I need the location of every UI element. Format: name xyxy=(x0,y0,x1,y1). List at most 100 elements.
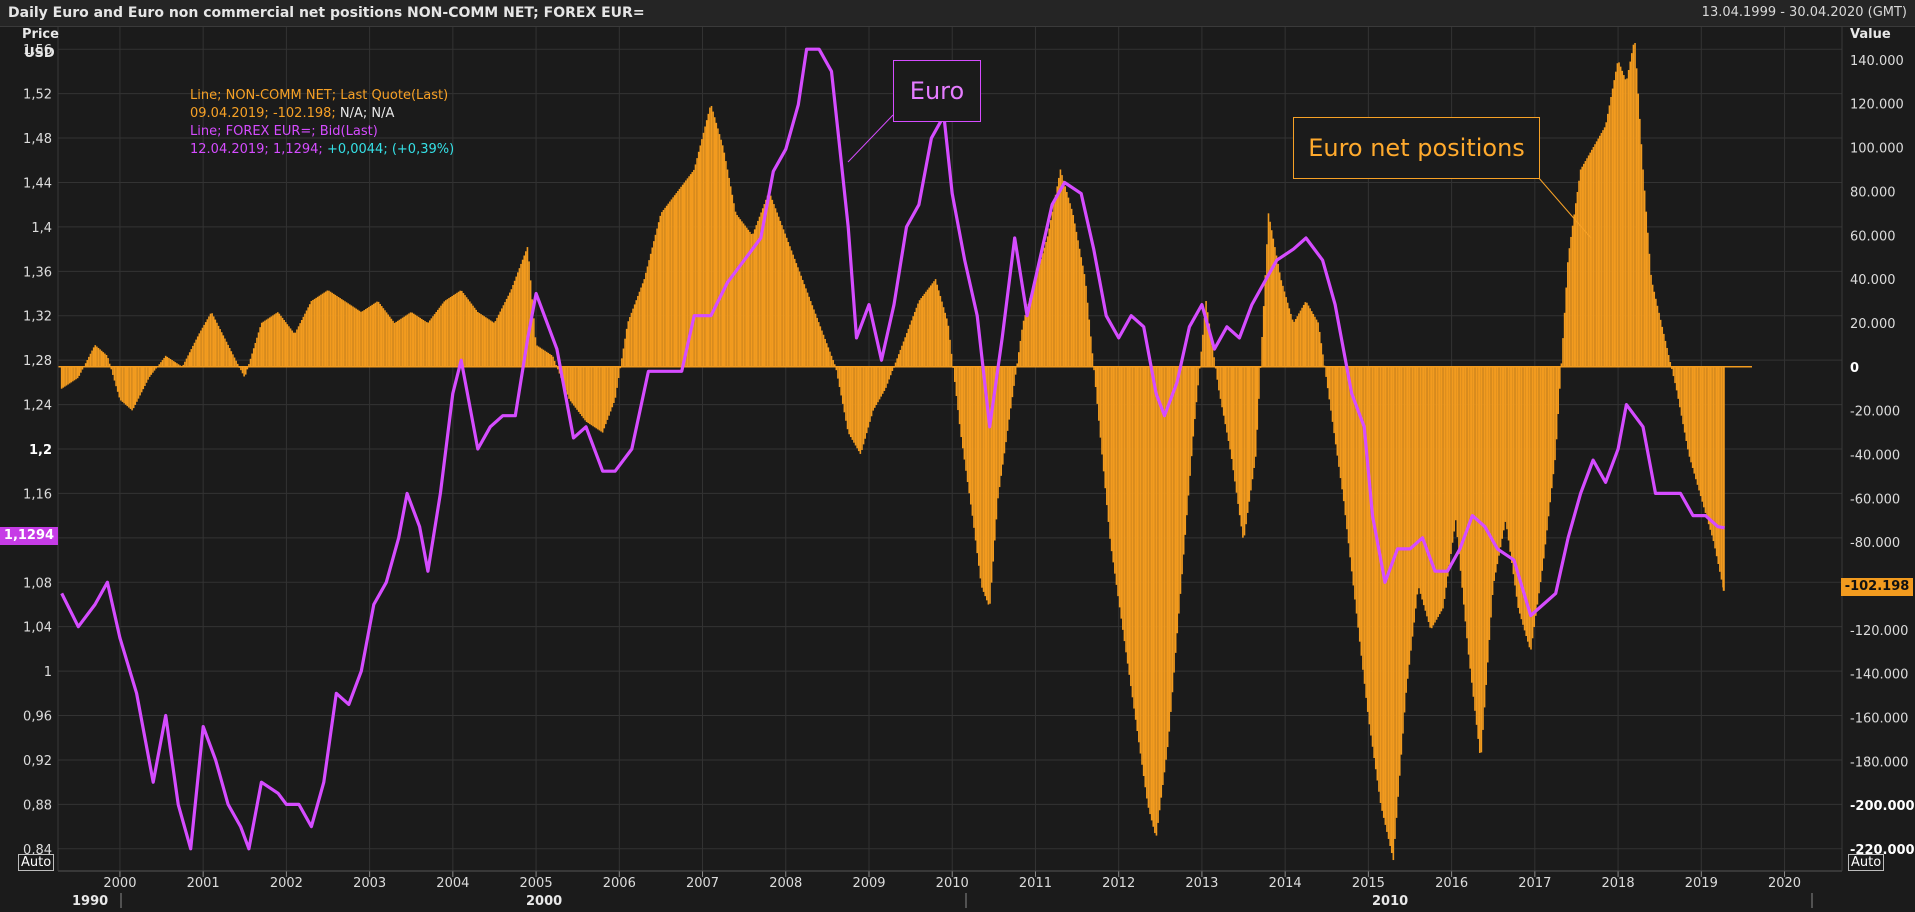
net-position-bar xyxy=(1098,366,1100,421)
net-position-bar xyxy=(1022,320,1025,367)
net-position-bar xyxy=(1149,366,1151,815)
net-position-bar xyxy=(1695,366,1697,480)
net-position-bar xyxy=(1610,96,1612,367)
net-position-bar xyxy=(430,318,433,367)
net-position-bar xyxy=(965,366,967,471)
net-position-bar xyxy=(630,312,633,367)
net-position-bar xyxy=(222,335,225,367)
net-position-bar xyxy=(1608,105,1611,367)
net-position-bar xyxy=(497,314,500,367)
net-position-bar xyxy=(1714,366,1716,549)
net-position-bar xyxy=(496,317,498,367)
net-position-bar xyxy=(435,311,438,367)
net-position-bar xyxy=(110,366,113,370)
net-position-bar xyxy=(1130,366,1132,687)
net-position-bar xyxy=(1650,274,1652,367)
net-position-bar xyxy=(1187,366,1190,496)
net-position-bar xyxy=(144,366,146,386)
net-position-bar xyxy=(254,342,257,367)
net-position-bar xyxy=(1530,366,1532,650)
net-position-bar xyxy=(446,299,449,367)
net-position-bar xyxy=(750,233,753,367)
net-position-bar xyxy=(160,362,162,367)
net-position-bar xyxy=(324,291,327,367)
net-position-bar xyxy=(1133,366,1135,709)
net-position-bar xyxy=(174,362,177,367)
net-position-bar xyxy=(1054,194,1057,367)
net-position-bar xyxy=(661,212,663,367)
net-position-bar xyxy=(1174,366,1177,653)
net-position-bar xyxy=(1328,366,1331,400)
right-auto-scale-button[interactable]: Auto xyxy=(1848,854,1885,871)
x-tick-label: 2015 xyxy=(1352,876,1385,891)
net-position-bar xyxy=(1350,366,1353,572)
net-position-bar xyxy=(1258,366,1260,399)
net-position-bar xyxy=(814,313,817,367)
net-position-bar xyxy=(1245,366,1247,525)
net-position-bar xyxy=(363,310,365,367)
net-position-bar xyxy=(1643,190,1646,367)
net-position-bar xyxy=(201,327,204,367)
net-position-bar xyxy=(520,263,522,367)
net-position-bar xyxy=(845,366,847,421)
net-position-bar xyxy=(208,316,210,367)
net-position-bar xyxy=(568,366,570,399)
net-position-bar xyxy=(118,366,121,398)
net-position-bar xyxy=(590,366,593,426)
net-position-bar xyxy=(715,122,718,367)
net-position-bar xyxy=(217,325,220,367)
net-position-bar xyxy=(481,315,484,367)
net-position-bar xyxy=(976,366,978,554)
x-tick-label: 2005 xyxy=(520,876,553,891)
net-position-bar xyxy=(1424,366,1427,611)
net-position-bar xyxy=(960,366,962,438)
net-position-bar xyxy=(1189,366,1191,476)
net-position-bar xyxy=(100,350,103,367)
net-position-bar xyxy=(816,317,818,367)
net-position-bar xyxy=(332,293,335,367)
net-position-bar xyxy=(230,351,233,367)
net-position-bar xyxy=(1125,366,1127,653)
x-tick-label: 2017 xyxy=(1518,876,1551,891)
net-position-bar xyxy=(355,308,357,367)
net-position-bar xyxy=(168,357,170,367)
net-position-bar xyxy=(689,174,692,367)
net-position-bar xyxy=(1602,130,1604,367)
net-position-bar xyxy=(1261,337,1263,367)
net-position-bar xyxy=(1551,366,1553,489)
net-position-bar xyxy=(699,145,702,367)
net-position-bar xyxy=(76,366,79,379)
net-position-bar xyxy=(1675,366,1678,391)
net-position-bar xyxy=(912,316,914,367)
net-position-bar xyxy=(1406,366,1409,679)
right-tick-label: -140.000 xyxy=(1850,668,1908,683)
net-position-bar xyxy=(1549,366,1552,503)
net-position-bar xyxy=(1674,366,1676,384)
net-position-bar xyxy=(1419,366,1422,594)
net-position-bar xyxy=(350,305,353,367)
right-tick-label: -180.000 xyxy=(1850,755,1908,770)
net-position-bar xyxy=(1299,310,1302,367)
annotation-euro[interactable]: Euro xyxy=(893,60,981,122)
annotation-net-positions[interactable]: Euro net positions xyxy=(1293,117,1540,179)
left-auto-scale-button[interactable]: Auto xyxy=(18,854,55,871)
net-position-bar xyxy=(979,366,982,579)
net-position-bar xyxy=(185,358,188,367)
net-position-bar xyxy=(1286,302,1289,367)
net-position-bar xyxy=(1206,312,1209,367)
net-position-bar xyxy=(88,356,90,367)
net-position-bar xyxy=(641,283,644,367)
net-position-bar xyxy=(1056,186,1059,367)
net-position-bar xyxy=(1320,343,1323,367)
net-position-bar xyxy=(1237,366,1239,504)
net-position-bar xyxy=(1099,366,1102,438)
net-position-bar xyxy=(304,313,306,367)
net-position-bar xyxy=(693,169,695,367)
net-position-bar xyxy=(1032,286,1035,367)
net-position-bar xyxy=(140,366,143,393)
net-position-bar xyxy=(268,317,271,367)
net-position-bar xyxy=(899,349,902,367)
net-position-bar xyxy=(1466,366,1468,639)
net-position-bar xyxy=(1126,366,1129,664)
